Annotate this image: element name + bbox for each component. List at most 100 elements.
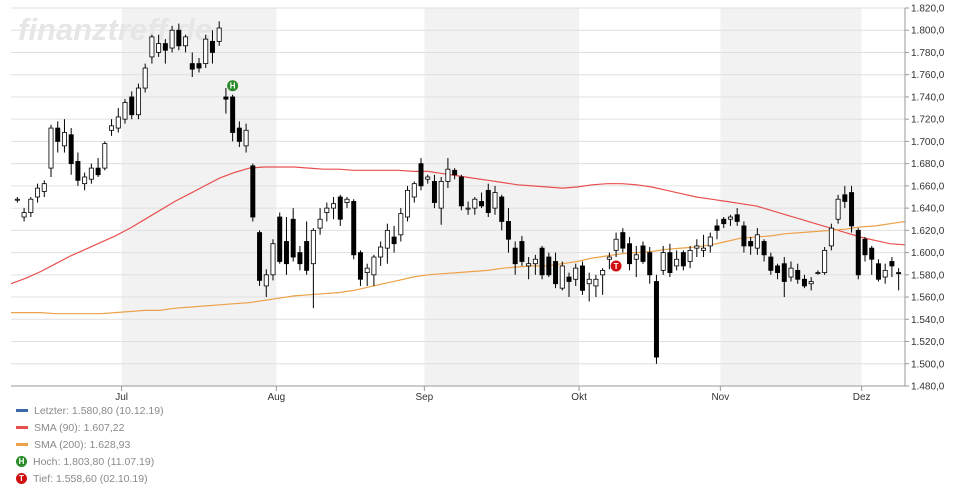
y-tick-label: 1.480,0 (911, 382, 945, 393)
candle-body (48, 127, 54, 169)
candle (257, 230, 263, 286)
candle-body (586, 278, 592, 285)
candle (263, 269, 269, 298)
candle (290, 208, 296, 262)
candle-body (236, 127, 242, 142)
candle-body (438, 181, 444, 209)
candles (14, 21, 902, 364)
candle-body (788, 267, 794, 278)
axes (11, 8, 906, 387)
candle (566, 272, 572, 298)
candle (270, 239, 276, 281)
y-tick-labels: 1.820,0 1.800,0 1.780,0 1.760,0 1.740,0 1.720… (905, 4, 945, 393)
y-tick-label: 1.580,0 (911, 270, 945, 281)
candle-body (55, 127, 61, 142)
candle-body (835, 198, 841, 220)
candle-body (149, 36, 155, 58)
candle (310, 228, 316, 309)
candle (579, 261, 585, 295)
candle (835, 194, 841, 224)
candle-body (512, 247, 518, 265)
candle-body (209, 40, 215, 53)
candle (230, 94, 236, 142)
candle-body (553, 261, 559, 285)
y-tick-label: 1.720,0 (911, 115, 945, 126)
candle (479, 192, 485, 209)
candle-body (479, 201, 485, 207)
candle-body (431, 181, 437, 203)
extreme-markers: HT (227, 80, 622, 272)
candle-body (88, 167, 94, 180)
candle (129, 91, 135, 120)
legend-sma90-label: SMA (90): 1.607,22 (34, 421, 125, 434)
candle (425, 174, 431, 184)
candle-body (317, 218, 323, 229)
candle-body (28, 198, 34, 213)
candle-body (371, 256, 377, 276)
candle (519, 235, 525, 266)
candle (431, 174, 437, 209)
candle (600, 268, 606, 295)
candle (815, 270, 821, 275)
candle (849, 185, 855, 233)
candle (485, 183, 491, 218)
candle (189, 52, 195, 77)
candle (135, 83, 141, 120)
candle-body (418, 163, 424, 187)
candle-body (653, 281, 659, 358)
x-tick-label: Okt (571, 392, 587, 403)
candle (754, 228, 760, 255)
candle-body (667, 252, 673, 274)
candle (68, 128, 74, 175)
candle-body (781, 263, 787, 282)
candle (250, 163, 256, 222)
candle-body (613, 238, 619, 251)
y-tick-label: 1.560,0 (911, 293, 945, 304)
candle (357, 250, 363, 286)
legend-last-label: Letzter: 1.580,80 (10.12.19) (34, 404, 164, 417)
candle-body (680, 252, 686, 267)
candle (606, 252, 612, 270)
candle-body (714, 225, 720, 231)
candle (499, 194, 505, 231)
candle (855, 228, 861, 280)
candle-body (310, 229, 316, 265)
candle (492, 185, 498, 215)
candle (593, 274, 599, 298)
candle-body (68, 134, 74, 165)
candle-body (82, 176, 88, 185)
candle-body (472, 198, 478, 209)
candle-body (378, 246, 384, 258)
candle-body (761, 241, 767, 256)
candle (640, 241, 646, 264)
candle (102, 141, 108, 171)
y-tick-label: 1.760,0 (911, 70, 945, 81)
candle (183, 34, 189, 53)
candle (82, 172, 88, 191)
candle-body (559, 265, 565, 289)
month-shade (720, 8, 862, 386)
candle-body (465, 207, 471, 210)
sma90-swatch (16, 426, 28, 429)
candle-body (701, 247, 707, 251)
candle (48, 124, 54, 177)
candle (875, 259, 881, 282)
candle (35, 183, 41, 203)
legend-low: T Tief: 1.558,60 (02.10.19) (16, 470, 164, 487)
candle (613, 232, 619, 258)
candle-body (304, 241, 310, 271)
candle-body (250, 165, 256, 218)
high-badge-icon: H (16, 456, 27, 467)
legend-low-label: Tief: 1.558,60 (02.10.19) (33, 472, 148, 485)
candle-body (35, 187, 41, 198)
candle-body (660, 252, 666, 271)
marker-circle (610, 260, 622, 272)
candle-body (196, 63, 202, 69)
candle-body (176, 29, 182, 47)
candle-body (566, 276, 572, 282)
candle (384, 223, 390, 264)
y-tick-label: 1.500,0 (911, 359, 945, 370)
candle (748, 237, 754, 255)
candle-body (351, 201, 357, 256)
candle-body (263, 274, 269, 287)
